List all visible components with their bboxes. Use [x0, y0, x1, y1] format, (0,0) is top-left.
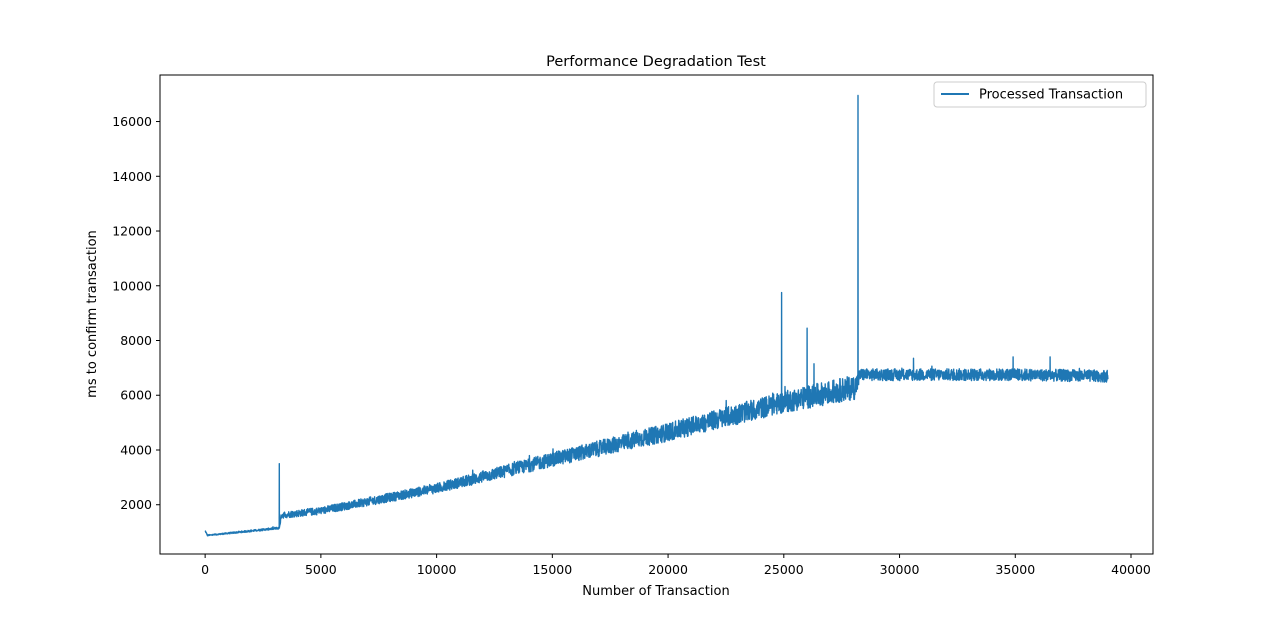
series-layer	[204, 94, 1109, 537]
x-tick-label: 25000	[764, 562, 804, 577]
x-tick-label: 20000	[648, 562, 688, 577]
chart-title: Performance Degradation Test	[546, 54, 766, 70]
x-tick-label: 0	[201, 562, 209, 577]
y-tick-label: 2000	[120, 497, 152, 512]
y-tick-label: 4000	[120, 442, 152, 457]
x-ticks: 0 5000 10000 15000 20000 25000 30000 35000 40000	[201, 554, 1151, 577]
x-tick-label: 30000	[880, 562, 920, 577]
x-tick-label: 40000	[1111, 562, 1151, 577]
y-ticks: 2000 4000 6000 8000 10000 12000 14000 16000	[112, 114, 160, 512]
y-axis-label: ms to confirm transaction	[85, 230, 100, 398]
y-tick-label: 12000	[112, 224, 152, 239]
legend: Processed Transaction	[933, 81, 1147, 108]
y-tick-label: 16000	[112, 114, 152, 129]
x-tick-label: 35000	[995, 562, 1035, 577]
y-tick-label: 8000	[120, 333, 152, 348]
series-line-processed-transaction	[204, 94, 1109, 537]
plot-frame	[159, 74, 1154, 555]
legend-box	[933, 81, 1147, 108]
x-tick-label: 15000	[532, 562, 572, 577]
legend-label: Processed Transaction	[979, 88, 1123, 103]
y-tick-label: 14000	[112, 169, 152, 184]
y-tick-label: 10000	[112, 278, 152, 293]
x-axis-label: Number of Transaction	[582, 584, 729, 599]
y-tick-label: 6000	[120, 388, 152, 403]
x-tick-label: 5000	[305, 562, 337, 577]
x-tick-label: 10000	[417, 562, 457, 577]
